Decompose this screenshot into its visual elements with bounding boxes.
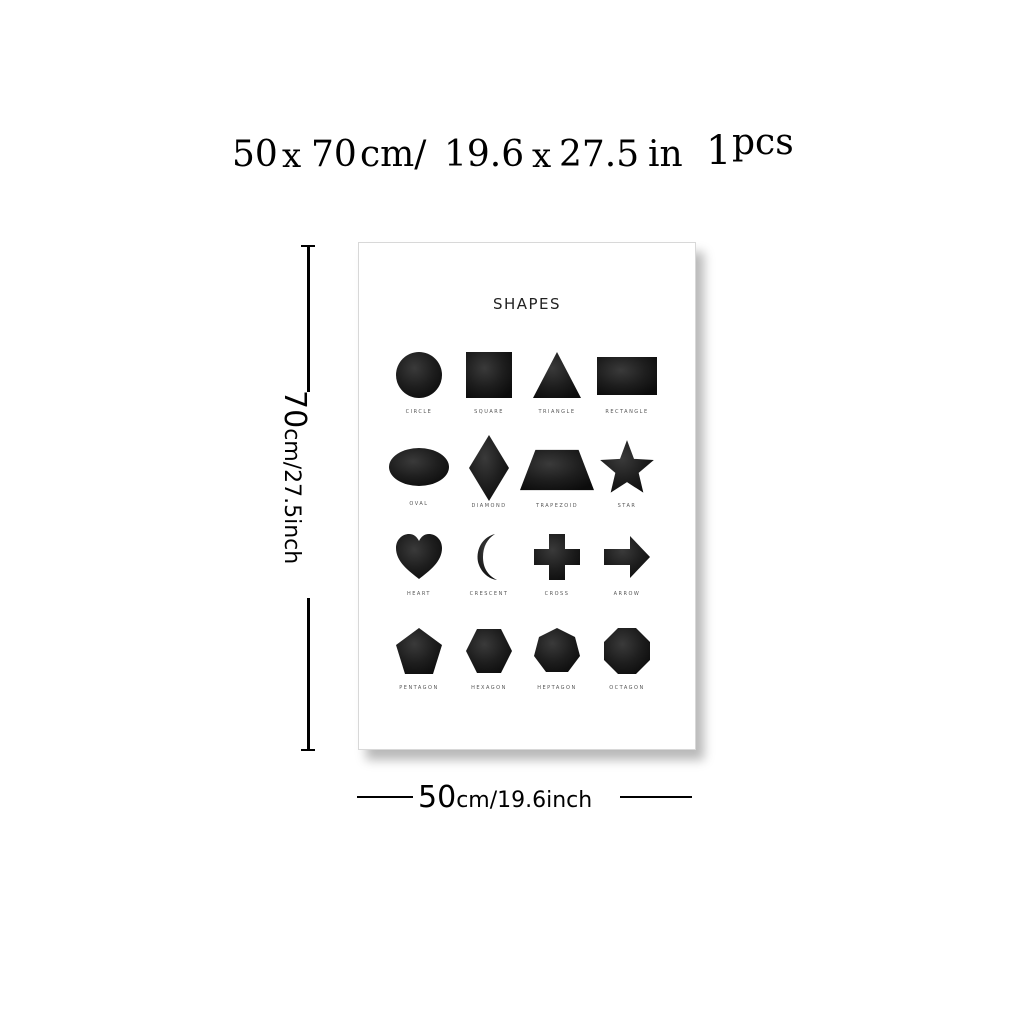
heptagon-icon — [534, 628, 580, 672]
width-dimension-value: 50 — [418, 780, 457, 815]
shapes-poster: SHAPES CIRCLE SQUARE TRIANGLE RECTANGLE … — [358, 242, 696, 750]
width-dimension-label: 50cm/19.6inch — [418, 780, 592, 815]
width-dimension-unit: cm/19.6inch — [456, 788, 593, 813]
quantity-value: 1 — [706, 128, 732, 174]
shape-square: SQUARE — [454, 351, 524, 441]
triangle-icon — [533, 352, 581, 398]
shape-octagon: OCTAGON — [592, 627, 662, 717]
hexagon-icon — [466, 629, 512, 673]
shape-trapezoid: TRAPEZOID — [520, 449, 594, 539]
shape-label: CIRCLE — [405, 409, 433, 415]
arrow-icon — [604, 536, 650, 578]
times-sign: x — [282, 136, 302, 176]
shape-crescent: CRESCENT — [454, 533, 524, 623]
shape-rectangle: RECTANGLE — [592, 351, 662, 441]
width-inch-value: 19.6 — [444, 134, 525, 175]
octagon-icon — [604, 628, 650, 674]
width-cm-value: 50 — [232, 134, 278, 175]
circle-icon — [396, 352, 442, 398]
shape-label: OCTAGON — [609, 685, 645, 691]
square-icon — [466, 352, 512, 398]
height-inch-value: 27.5 — [559, 134, 640, 175]
shape-label: TRIANGLE — [538, 409, 576, 415]
height-dimension-label: 70cm/27.5inch — [277, 390, 312, 564]
width-dimension-line — [620, 796, 692, 798]
shape-pentagon: PENTAGON — [384, 627, 454, 717]
height-cm-value: 70 — [311, 134, 357, 175]
rectangle-icon — [597, 357, 657, 395]
shape-label: ARROW — [613, 591, 641, 597]
height-dimension-line — [307, 598, 310, 750]
shape-cross: CROSS — [522, 533, 592, 623]
height-dimension-value: 70 — [277, 390, 312, 429]
shape-heart: HEART — [384, 533, 454, 623]
shape-label: HEPTAGON — [537, 685, 577, 691]
height-dimension-tick — [301, 749, 315, 751]
times-sign: x — [532, 136, 552, 176]
pentagon-icon — [396, 628, 442, 674]
shape-star: STAR — [592, 439, 662, 529]
quantity-unit: pcs — [732, 122, 794, 163]
shape-label: STAR — [617, 503, 637, 509]
size-heading: 50 x 70 cm/ 19.6 x 27.5 in 1 pcs — [232, 122, 812, 184]
shape-arrow: ARROW — [592, 533, 662, 623]
heart-icon — [396, 534, 442, 579]
width-dimension-line — [357, 796, 413, 798]
poster-title: SHAPES — [492, 295, 562, 313]
shape-oval: OVAL — [384, 443, 454, 533]
height-dimension-line — [307, 246, 310, 392]
shape-label: SQUARE — [474, 409, 504, 415]
diamond-icon — [469, 435, 509, 501]
oval-icon — [389, 448, 449, 486]
cross-icon — [534, 534, 580, 580]
trapezoid-icon — [520, 449, 594, 491]
shape-label: PENTAGON — [399, 685, 439, 691]
height-dimension-unit: cm/27.5inch — [279, 428, 304, 565]
shape-diamond: DIAMOND — [454, 435, 524, 525]
shape-label: DIAMOND — [471, 503, 507, 509]
shape-label: CROSS — [544, 591, 570, 597]
shape-circle: CIRCLE — [384, 351, 454, 441]
shape-label: RECTANGLE — [605, 409, 649, 415]
shape-label: OVAL — [409, 501, 429, 507]
crescent-icon — [477, 534, 497, 580]
star-icon — [600, 440, 654, 493]
shape-label: CRESCENT — [469, 591, 509, 597]
cm-unit: cm/ — [360, 134, 427, 175]
shape-heptagon: HEPTAGON — [522, 627, 592, 717]
inch-unit: in — [648, 134, 683, 175]
shape-triangle: TRIANGLE — [522, 351, 592, 441]
shape-label: HEART — [406, 591, 431, 597]
shape-label: TRAPEZOID — [535, 503, 579, 509]
shape-hexagon: HEXAGON — [454, 627, 524, 717]
shape-label: HEXAGON — [471, 685, 507, 691]
